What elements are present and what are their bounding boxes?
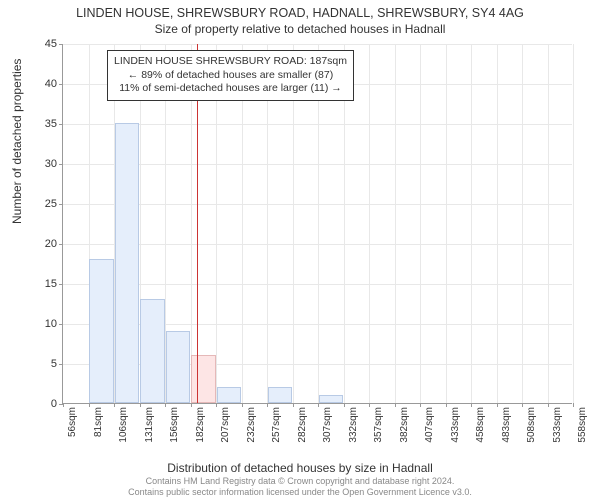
x-tick-mark (114, 403, 115, 407)
y-tick-label: 30 (45, 158, 57, 170)
y-axis-label: Number of detached properties (10, 59, 24, 224)
x-tick-label: 307sqm (322, 407, 333, 443)
x-tick-label: 81sqm (93, 407, 104, 437)
y-tick-mark (59, 44, 63, 45)
histogram-bar (319, 395, 344, 403)
gridline-v (420, 44, 421, 403)
annotation-line2: ← 89% of detached houses are smaller (87… (114, 69, 347, 83)
y-tick-mark (59, 84, 63, 85)
x-tick-label: 458sqm (475, 407, 486, 443)
footer-line1: Contains HM Land Registry data © Crown c… (0, 476, 600, 487)
x-tick-label: 332sqm (348, 407, 359, 443)
gridline-v (395, 44, 396, 403)
y-tick-mark (59, 284, 63, 285)
x-tick-mark (216, 403, 217, 407)
y-tick-mark (59, 364, 63, 365)
y-tick-label: 45 (45, 38, 57, 50)
x-tick-label: 156sqm (169, 407, 180, 443)
x-tick-label: 407sqm (424, 407, 435, 443)
x-tick-label: 207sqm (220, 407, 231, 443)
x-tick-mark (573, 403, 574, 407)
annotation-box: LINDEN HOUSE SHREWSBURY ROAD: 187sqm← 89… (107, 50, 354, 101)
y-tick-label: 25 (45, 198, 57, 210)
x-tick-label: 106sqm (118, 407, 129, 443)
y-tick-mark (59, 204, 63, 205)
y-tick-label: 20 (45, 238, 57, 250)
x-tick-mark (446, 403, 447, 407)
chart-container: LINDEN HOUSE, SHREWSBURY ROAD, HADNALL, … (0, 0, 600, 500)
annotation-line3: 11% of semi-detached houses are larger (… (114, 82, 347, 96)
y-tick-label: 5 (51, 358, 57, 370)
x-axis-label: Distribution of detached houses by size … (0, 461, 600, 475)
x-tick-label: 257sqm (271, 407, 282, 443)
x-tick-label: 56sqm (67, 407, 78, 437)
x-tick-label: 558sqm (577, 407, 588, 443)
x-tick-mark (293, 403, 294, 407)
histogram-bar (166, 331, 191, 403)
x-tick-label: 382sqm (399, 407, 410, 443)
gridline-v (522, 44, 523, 403)
annotation-line1: LINDEN HOUSE SHREWSBURY ROAD: 187sqm (114, 55, 347, 69)
x-tick-label: 433sqm (450, 407, 461, 443)
histogram-bar (115, 123, 140, 403)
y-tick-label: 10 (45, 318, 57, 330)
gridline-v (548, 44, 549, 403)
y-tick-label: 35 (45, 118, 57, 130)
x-tick-mark (63, 403, 64, 407)
x-tick-mark (267, 403, 268, 407)
x-tick-label: 232sqm (246, 407, 257, 443)
x-tick-mark (191, 403, 192, 407)
x-tick-mark (395, 403, 396, 407)
x-tick-label: 182sqm (195, 407, 206, 443)
x-tick-mark (369, 403, 370, 407)
y-tick-mark (59, 244, 63, 245)
x-tick-mark (140, 403, 141, 407)
gridline-v (573, 44, 574, 403)
footer-line2: Contains public sector information licen… (0, 487, 600, 498)
x-tick-label: 533sqm (552, 407, 563, 443)
x-tick-mark (471, 403, 472, 407)
footer: Contains HM Land Registry data © Crown c… (0, 476, 600, 498)
histogram-bar-highlight (191, 355, 216, 403)
x-tick-label: 508sqm (526, 407, 537, 443)
x-tick-mark (89, 403, 90, 407)
gridline-v (446, 44, 447, 403)
gridline-v (497, 44, 498, 403)
x-tick-mark (344, 403, 345, 407)
x-tick-label: 282sqm (297, 407, 308, 443)
chart-title-sub: Size of property relative to detached ho… (0, 22, 600, 36)
x-tick-label: 131sqm (144, 407, 155, 443)
plot-area: 05101520253035404556sqm81sqm106sqm131sqm… (62, 44, 572, 404)
y-tick-label: 15 (45, 278, 57, 290)
y-tick-label: 40 (45, 78, 57, 90)
x-tick-label: 357sqm (373, 407, 384, 443)
histogram-bar (217, 387, 242, 403)
gridline-v (369, 44, 370, 403)
x-tick-mark (420, 403, 421, 407)
gridline-v (471, 44, 472, 403)
x-tick-label: 483sqm (501, 407, 512, 443)
x-tick-mark (318, 403, 319, 407)
histogram-bar (89, 259, 114, 403)
x-tick-mark (165, 403, 166, 407)
y-tick-mark (59, 324, 63, 325)
x-tick-mark (497, 403, 498, 407)
y-tick-label: 0 (51, 398, 57, 410)
x-tick-mark (522, 403, 523, 407)
x-tick-mark (242, 403, 243, 407)
histogram-bar (140, 299, 165, 403)
histogram-bar (268, 387, 293, 403)
y-tick-mark (59, 124, 63, 125)
chart-title-main: LINDEN HOUSE, SHREWSBURY ROAD, HADNALL, … (0, 6, 600, 20)
y-tick-mark (59, 164, 63, 165)
x-tick-mark (548, 403, 549, 407)
